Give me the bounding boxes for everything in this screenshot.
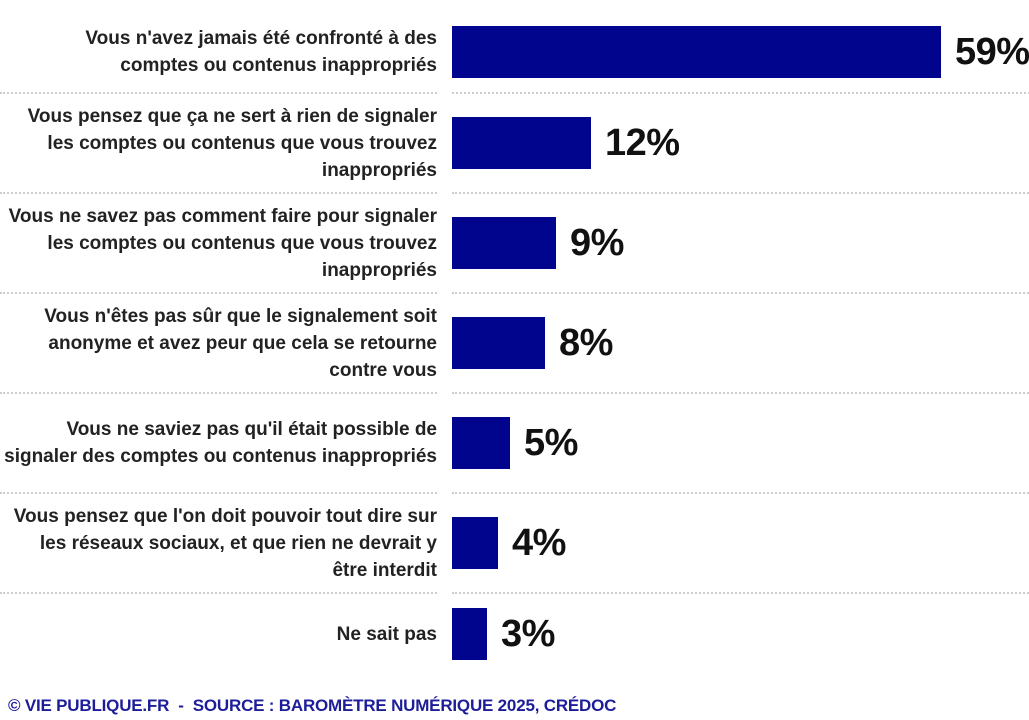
bar-cell: 9% [452,194,1029,294]
bar-cell: 8% [452,294,1029,394]
chart-row: Vous n'avez jamais été confronté à des c… [0,0,1029,94]
category-label: Vous ne savez pas comment faire pour sig… [0,194,437,294]
bar-cell: 3% [452,594,1029,674]
bar-cell: 59% [452,12,1029,94]
bar-chart: Vous n'avez jamais été confronté à des c… [0,0,1029,674]
value-label: 8% [559,321,613,364]
bar [452,217,556,269]
chart-row: Vous ne saviez pas qu'il était possible … [0,394,1029,494]
value-label: 59% [955,30,1029,73]
chart-row: Vous pensez que l'on doit pouvoir tout d… [0,494,1029,594]
category-label: Vous ne saviez pas qu'il était possible … [0,394,437,494]
value-label: 3% [501,612,555,655]
chart-row: Ne sait pas 3% [0,594,1029,674]
value-label: 9% [570,221,624,264]
category-label: Vous n'avez jamais été confronté à des c… [0,12,437,94]
category-label: Vous n'êtes pas sûr que le signalement s… [0,294,437,394]
value-label: 4% [512,521,566,564]
value-label: 12% [605,121,680,164]
value-label: 5% [524,421,578,464]
bar-cell: 5% [452,394,1029,494]
category-label: Ne sait pas [336,623,437,645]
bar [452,417,510,469]
source-attribution: © VIE PUBLIQUE.FR - SOURCE : BAROMÈTRE N… [8,696,617,715]
chart-row: Vous pensez que ça ne sert à rien de sig… [0,94,1029,194]
bar [452,317,545,369]
bar-cell: 4% [452,494,1029,594]
bar [452,26,941,78]
bar [452,608,487,660]
chart-row: Vous n'êtes pas sûr que le signalement s… [0,294,1029,394]
bar [452,117,591,169]
category-label: Vous pensez que l'on doit pouvoir tout d… [0,494,437,594]
category-label: Vous pensez que ça ne sert à rien de sig… [0,94,437,194]
bar-cell: 12% [452,94,1029,194]
bar [452,517,498,569]
chart-row: Vous ne savez pas comment faire pour sig… [0,194,1029,294]
